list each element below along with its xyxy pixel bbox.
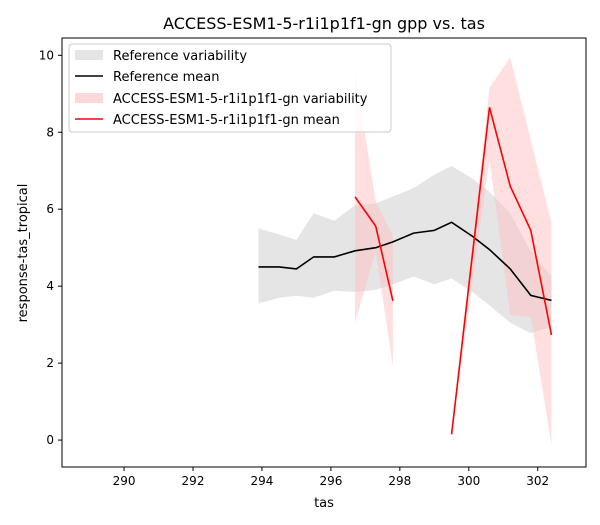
x-tick-label: 290 bbox=[113, 474, 136, 488]
legend-label-model-variability: ACCESS-ESM1-5-r1i1p1f1-gn variability bbox=[113, 92, 368, 107]
model-mean-line-2 bbox=[450, 107, 553, 435]
model-variability-band-2 bbox=[451, 57, 552, 445]
legend-swatch-reference-variability bbox=[75, 50, 103, 60]
x-axis-label: tas bbox=[314, 496, 334, 511]
y-tick-label: 8 bbox=[46, 125, 54, 139]
model-variability-layer bbox=[355, 57, 552, 445]
y-tick-label: 6 bbox=[46, 202, 54, 216]
x-tick-label: 296 bbox=[319, 474, 342, 488]
model-variability-band-1 bbox=[355, 70, 393, 367]
legend-label-model-mean: ACCESS-ESM1-5-r1i1p1f1-gn mean bbox=[113, 113, 340, 128]
x-tick-label: 300 bbox=[457, 474, 480, 488]
x-tick-label: 298 bbox=[388, 474, 411, 488]
legend-swatch-model-variability bbox=[75, 93, 103, 103]
y-tick-label: 2 bbox=[46, 356, 54, 370]
model-mean-line-1 bbox=[354, 196, 394, 301]
plot-area bbox=[61, 37, 587, 468]
model-mean-layer bbox=[354, 107, 553, 435]
x-axis: 290 292 294 296 298 300 302 bbox=[113, 467, 549, 488]
legend-label-reference-variability: Reference variability bbox=[113, 49, 247, 64]
y-tick-label: 10 bbox=[39, 48, 54, 62]
legend: Reference variability Reference mean ACC… bbox=[68, 43, 392, 133]
y-tick-label: 4 bbox=[46, 279, 54, 293]
legend-box bbox=[68, 43, 392, 133]
y-tick-label: 0 bbox=[46, 433, 54, 447]
reference-mean-line bbox=[258, 221, 552, 302]
x-tick-label: 292 bbox=[182, 474, 205, 488]
x-tick-label: 294 bbox=[250, 474, 273, 488]
plot-frame bbox=[61, 37, 587, 468]
legend-label-reference-mean: Reference mean bbox=[113, 70, 219, 85]
chart-title: ACCESS-ESM1-5-r1i1p1f1-gn gpp vs. tas bbox=[163, 14, 485, 33]
y-axis-label: response-tas_tropical bbox=[16, 184, 31, 323]
reference-mean-layer bbox=[258, 221, 552, 302]
x-tick-label: 302 bbox=[526, 474, 549, 488]
y-axis: 0 2 4 6 8 10 bbox=[39, 48, 62, 447]
